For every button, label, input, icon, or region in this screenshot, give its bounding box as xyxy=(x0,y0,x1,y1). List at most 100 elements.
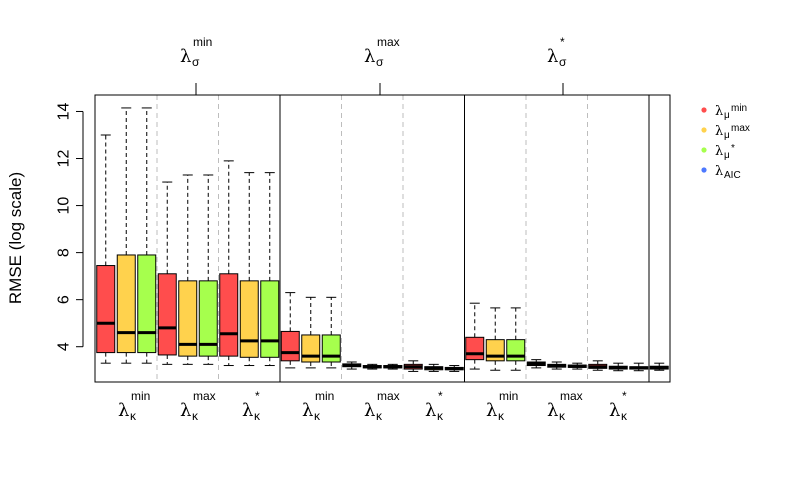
bottom-group-label-9-superscript: * xyxy=(622,389,627,403)
top-group-label-2-symbol: λ xyxy=(364,46,375,67)
bottom-group-label-1-subscript: κ xyxy=(130,409,137,423)
legend-swatch xyxy=(701,167,707,173)
top-group-label-3: λ σ * xyxy=(547,35,567,69)
box-22 xyxy=(526,359,546,369)
box-25 xyxy=(588,360,608,371)
box-21 xyxy=(506,307,526,371)
separator-layer xyxy=(156,95,650,382)
top-group-label-3-subscript: σ xyxy=(559,55,567,69)
legend-superscript: min xyxy=(731,103,747,114)
top-group-label-2: λ σ max xyxy=(364,35,400,69)
box-iqr xyxy=(198,280,218,357)
legend-superscript: max xyxy=(731,123,750,134)
legend-item-3: λ μ* xyxy=(701,143,735,161)
box-4 xyxy=(157,181,177,365)
bottom-group-label-9: λ κ * xyxy=(609,389,628,423)
top-group-label-1-subscript: σ xyxy=(192,55,200,69)
bottom-group-label-4-symbol: λ xyxy=(302,400,313,421)
bottom-group-label-5-subscript: κ xyxy=(376,409,383,423)
box-iqr xyxy=(506,339,526,362)
bottom-group-label-1: λ κ min xyxy=(118,389,150,423)
box-iqr xyxy=(239,280,259,358)
y-tick-label: 8 xyxy=(56,248,73,257)
bottom-group-label-4-superscript: min xyxy=(315,389,334,403)
bottom-group-label-7-symbol: λ xyxy=(486,400,497,421)
top-group-label-1-superscript: min xyxy=(193,35,212,49)
box-19 xyxy=(465,302,485,370)
box-16 xyxy=(403,360,423,372)
bottom-group-label-2-subscript: κ xyxy=(192,409,199,423)
bottom-group-label-5: λ κ max xyxy=(364,389,400,423)
bottom-group-label-5-superscript: max xyxy=(377,389,400,403)
legend-symbol: λ xyxy=(715,164,723,179)
legend-superscript: * xyxy=(731,143,735,154)
bottom-group-label-8-symbol: λ xyxy=(547,400,558,421)
legend-swatch xyxy=(701,107,707,113)
box-18 xyxy=(444,365,464,372)
top-group-label-3-superscript: * xyxy=(560,35,565,49)
bottom-group-label-4: λ κ min xyxy=(302,389,334,423)
box-iqr xyxy=(157,273,177,356)
bottom-group-label-2-symbol: λ xyxy=(180,400,191,421)
box-24 xyxy=(567,362,587,370)
box-iqr xyxy=(178,280,198,357)
legend-subscript: μ xyxy=(724,110,730,121)
bottom-group-label-6-symbol: λ xyxy=(425,400,436,421)
axis-layer: 4 6 8 10 12 14 xyxy=(56,83,671,383)
box-10 xyxy=(280,292,300,369)
box-5 xyxy=(178,174,198,365)
box-7 xyxy=(219,160,239,367)
bottom-group-label-3: λ κ * xyxy=(242,389,261,423)
box-11 xyxy=(301,296,321,369)
legend-symbol: λ xyxy=(715,144,723,159)
box-13 xyxy=(342,361,362,370)
box-iqr xyxy=(280,330,300,362)
box-iqr xyxy=(219,273,239,357)
box-iqr xyxy=(465,336,485,361)
bottom-group-label-3-subscript: κ xyxy=(254,409,261,423)
box-17 xyxy=(424,363,444,372)
box-26 xyxy=(608,362,628,372)
box-3 xyxy=(137,107,157,364)
box-2 xyxy=(116,107,136,364)
box-23 xyxy=(547,361,567,370)
box-12 xyxy=(321,296,341,369)
bottom-group-label-6: λ κ * xyxy=(425,389,444,423)
legend-subscript: AIC xyxy=(724,170,741,181)
bottom-group-label-2-superscript: max xyxy=(193,389,216,403)
box-iqr xyxy=(96,265,116,354)
box-iqr xyxy=(321,334,341,363)
bottom-group-label-8: λ κ max xyxy=(547,389,583,423)
y-tick-label: 10 xyxy=(56,197,73,215)
bottom-group-label-1-superscript: min xyxy=(131,389,150,403)
box-9 xyxy=(260,172,280,367)
box-14 xyxy=(362,363,382,370)
legend-subscript: μ xyxy=(724,130,730,141)
top-group-label-2-superscript: max xyxy=(377,35,400,49)
bottom-group-label-7-superscript: min xyxy=(499,389,518,403)
box-iqr xyxy=(301,334,321,363)
top-group-label-1: λ σ min xyxy=(180,35,212,69)
bottom-group-label-5-symbol: λ xyxy=(364,400,375,421)
box-8 xyxy=(239,172,259,367)
box-1 xyxy=(96,134,116,364)
bottom-group-label-1-symbol: λ xyxy=(118,400,129,421)
box-6 xyxy=(198,174,218,365)
top-group-label-2-subscript: σ xyxy=(376,55,384,69)
bottom-group-label-3-symbol: λ xyxy=(242,400,253,421)
y-tick-label: 14 xyxy=(56,102,73,120)
bottom-group-label-9-symbol: λ xyxy=(609,400,620,421)
box-20 xyxy=(485,307,505,371)
top-group-label-1-symbol: λ xyxy=(180,46,191,67)
y-axis-label: RMSE (log scale) xyxy=(6,172,25,304)
bottom-group-label-8-subscript: κ xyxy=(559,409,566,423)
y-tick-label: 12 xyxy=(56,150,73,168)
box-15 xyxy=(383,363,403,370)
bottom-group-label-4-subscript: κ xyxy=(314,409,321,423)
bottom-group-label-3-superscript: * xyxy=(255,389,260,403)
bottom-group-label-6-superscript: * xyxy=(438,389,443,403)
